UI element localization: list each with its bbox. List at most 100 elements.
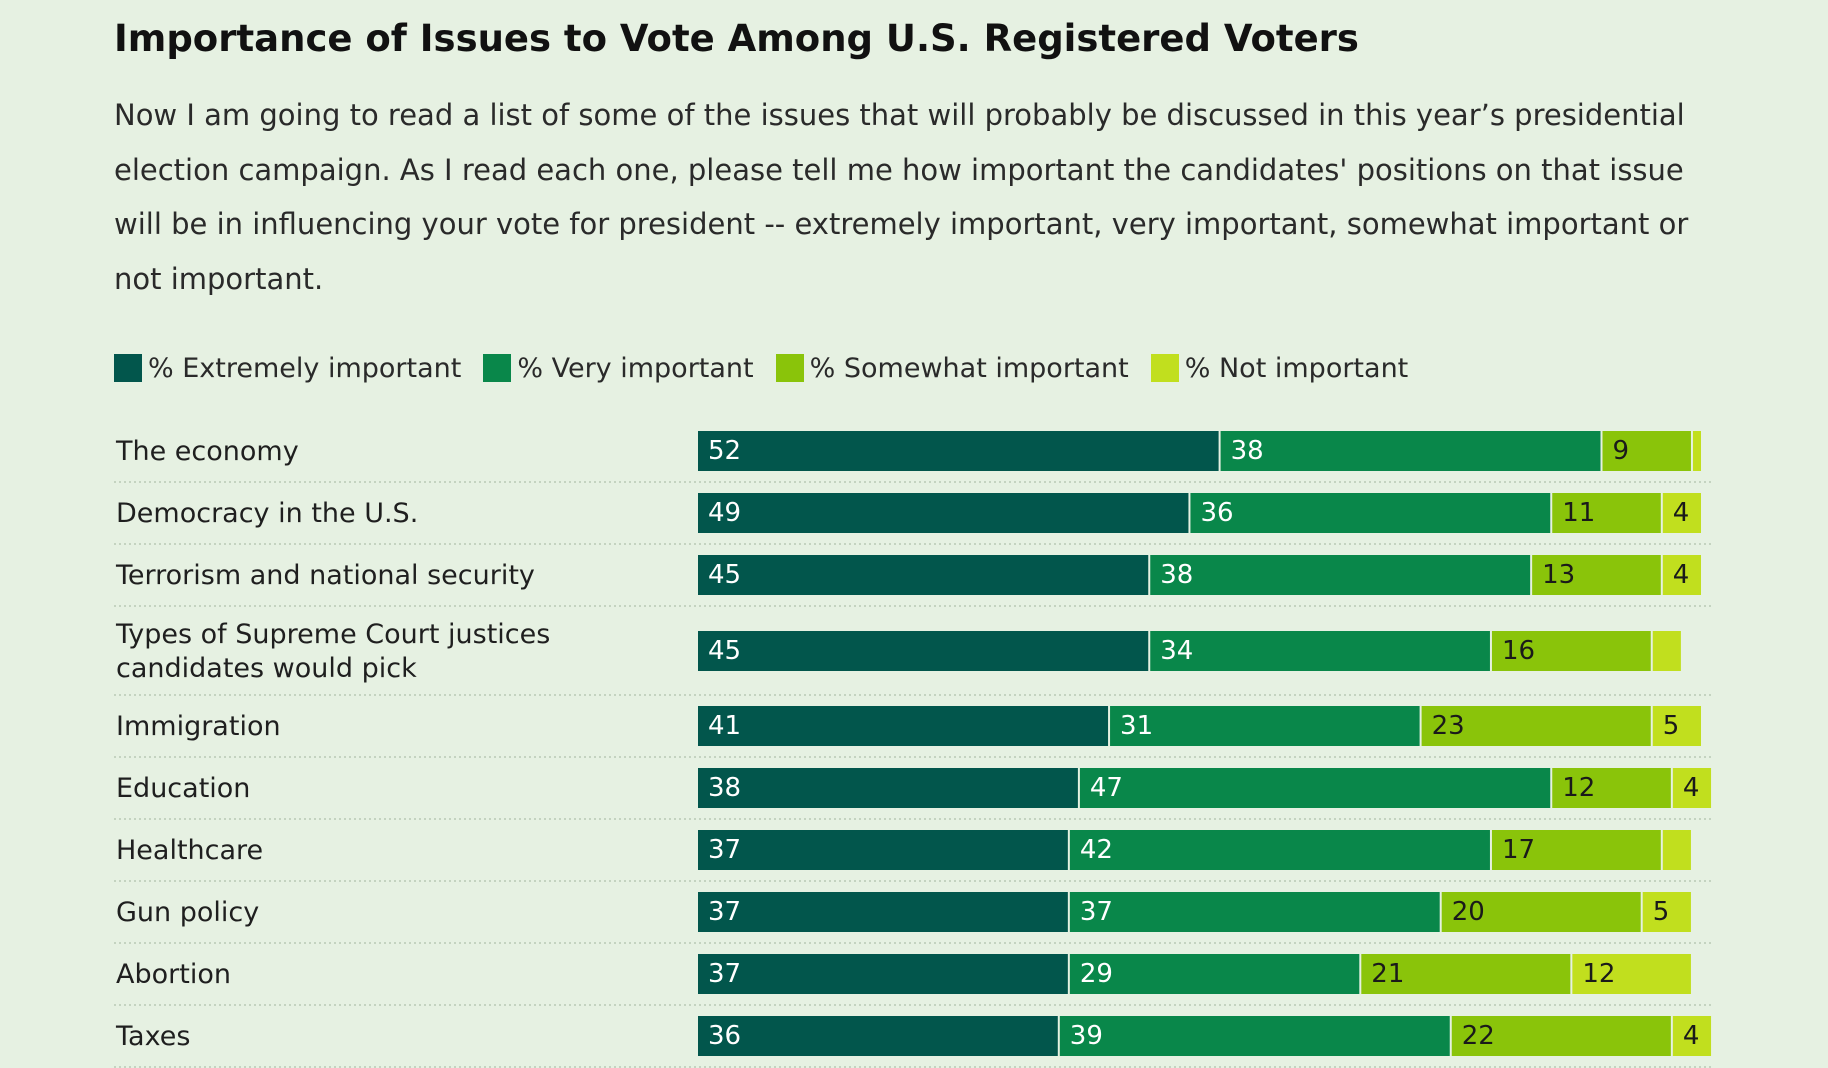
data-label-democracy-in-the-u-s-somewhat-important: 11 bbox=[1562, 498, 1595, 528]
bar-segment-education-very-important bbox=[1079, 768, 1551, 808]
legend-label-very: % Very important bbox=[517, 352, 754, 384]
data-label-gun-policy-not-important: 5 bbox=[1653, 897, 1670, 927]
legend-label-not: % Not important bbox=[1184, 352, 1409, 384]
data-label-types-of-supreme-court-justices-candidates-would-pick-extremely-important: 45 bbox=[708, 636, 741, 666]
bar-segment-gun-policy-not-important bbox=[1642, 892, 1691, 932]
data-label-immigration-not-important: 5 bbox=[1663, 711, 1680, 741]
data-label-education-very-important: 47 bbox=[1090, 773, 1123, 803]
category-label-terrorism-and-national-security: Terrorism and national security bbox=[115, 560, 535, 591]
data-label-abortion-very-important: 29 bbox=[1080, 959, 1113, 989]
legend-label-somewhat: % Somewhat important bbox=[809, 352, 1129, 384]
bar-segment-terrorism-and-national-security-extremely-important bbox=[698, 555, 1149, 595]
data-label-democracy-in-the-u-s-not-important: 4 bbox=[1673, 498, 1690, 528]
bar-segment-healthcare-somewhat-important bbox=[1491, 830, 1661, 870]
data-label-terrorism-and-national-security-extremely-important: 45 bbox=[708, 560, 741, 590]
bar-segment-the-economy-somewhat-important bbox=[1602, 431, 1691, 471]
legend-swatch-very bbox=[483, 354, 512, 382]
category-label-taxes: Taxes bbox=[115, 1021, 190, 1052]
legend-item-very: % Very important bbox=[483, 352, 754, 384]
bar-segment-immigration-extremely-important bbox=[698, 706, 1109, 746]
legend-swatch-somewhat bbox=[775, 354, 804, 382]
category-label-gun-policy: Gun policy bbox=[116, 897, 259, 928]
data-label-types-of-supreme-court-justices-candidates-would-pick-somewhat-important: 16 bbox=[1502, 636, 1535, 666]
bar-segment-immigration-very-important bbox=[1110, 706, 1420, 746]
data-label-the-economy-somewhat-important: 9 bbox=[1613, 436, 1630, 466]
bar-segment-types-of-supreme-court-justices-candidates-would-pick-extremely-important bbox=[698, 631, 1149, 671]
bar-segment-abortion-very-important bbox=[1069, 954, 1360, 994]
data-label-healthcare-extremely-important: 37 bbox=[708, 835, 741, 865]
data-label-abortion-somewhat-important: 21 bbox=[1371, 959, 1404, 989]
data-label-education-not-important: 4 bbox=[1683, 773, 1700, 803]
category-label-types-of-supreme-court-justices-candidates-would-pick: Types of Supreme Court justices candidate… bbox=[115, 619, 550, 684]
data-label-immigration-somewhat-important: 23 bbox=[1432, 711, 1465, 741]
data-label-immigration-extremely-important: 41 bbox=[708, 711, 741, 741]
category-label-education: Education bbox=[116, 773, 250, 804]
bar-segment-democracy-in-the-u-s-somewhat-important bbox=[1552, 493, 1661, 533]
chart-subtitle: Now I am going to read a list of some of… bbox=[114, 98, 1689, 296]
data-label-terrorism-and-national-security-very-important: 38 bbox=[1160, 560, 1193, 590]
bar-segment-education-not-important bbox=[1672, 768, 1712, 808]
category-label-abortion: Abortion bbox=[116, 959, 231, 990]
bar-segment-education-somewhat-important bbox=[1552, 768, 1671, 808]
bar-segment-abortion-not-important bbox=[1572, 954, 1691, 994]
bar-segment-taxes-not-important bbox=[1672, 1016, 1712, 1056]
data-label-taxes-not-important: 4 bbox=[1683, 1021, 1700, 1051]
data-label-types-of-supreme-court-justices-candidates-would-pick-very-important: 34 bbox=[1160, 636, 1193, 666]
bar-segment-taxes-somewhat-important bbox=[1451, 1016, 1671, 1056]
data-label-abortion-not-important: 12 bbox=[1582, 959, 1615, 989]
legend-item-extremely: % Extremely important bbox=[114, 353, 461, 384]
category-label-the-economy: The economy bbox=[115, 436, 299, 467]
bar-segment-healthcare-not-important bbox=[1662, 830, 1691, 870]
bar-segment-terrorism-and-national-security-very-important bbox=[1150, 555, 1531, 595]
bar-segment-terrorism-and-national-security-somewhat-important bbox=[1532, 555, 1661, 595]
data-label-gun-policy-very-important: 37 bbox=[1080, 897, 1113, 927]
data-label-taxes-very-important: 39 bbox=[1070, 1021, 1103, 1051]
category-label-democracy-in-the-u-s: Democracy in the U.S. bbox=[116, 498, 418, 529]
category-label-immigration: Immigration bbox=[116, 711, 281, 742]
data-label-taxes-somewhat-important: 22 bbox=[1462, 1021, 1495, 1051]
bar-segment-the-economy-extremely-important bbox=[698, 431, 1219, 471]
bar-segment-democracy-in-the-u-s-very-important bbox=[1190, 493, 1551, 533]
bar-segment-types-of-supreme-court-justices-candidates-would-pick-very-important bbox=[1150, 631, 1490, 671]
bar-segment-taxes-extremely-important bbox=[698, 1016, 1058, 1056]
legend-label-extremely: % Extremely important bbox=[148, 352, 462, 384]
data-label-taxes-extremely-important: 36 bbox=[708, 1021, 741, 1051]
bar-segment-types-of-supreme-court-justices-candidates-would-pick-somewhat-important bbox=[1491, 631, 1651, 671]
legend-item-somewhat: % Somewhat important bbox=[775, 352, 1129, 384]
bar-segment-abortion-extremely-important bbox=[698, 954, 1068, 994]
legend-item-not: % Not important bbox=[1150, 352, 1409, 384]
bar-segment-gun-policy-somewhat-important bbox=[1441, 892, 1641, 932]
data-label-gun-policy-somewhat-important: 20 bbox=[1452, 897, 1485, 927]
bar-segment-democracy-in-the-u-s-not-important bbox=[1662, 493, 1701, 533]
chart-title: Importance of Issues to Vote Among U.S. … bbox=[114, 17, 1359, 60]
data-label-education-extremely-important: 38 bbox=[708, 773, 741, 803]
bar-segment-education-extremely-important bbox=[698, 768, 1078, 808]
bar-segment-healthcare-very-important bbox=[1069, 830, 1490, 870]
data-label-democracy-in-the-u-s-extremely-important: 49 bbox=[708, 498, 741, 528]
data-label-education-somewhat-important: 12 bbox=[1562, 773, 1595, 803]
bar-segment-gun-policy-very-important bbox=[1069, 892, 1440, 932]
bar-segment-terrorism-and-national-security-not-important bbox=[1662, 555, 1701, 595]
bar-segment-abortion-somewhat-important bbox=[1361, 954, 1571, 994]
data-label-the-economy-extremely-important: 52 bbox=[708, 436, 741, 466]
legend-swatch-not bbox=[1150, 354, 1179, 382]
data-label-abortion-extremely-important: 37 bbox=[708, 959, 741, 989]
category-label-healthcare: Healthcare bbox=[116, 835, 263, 866]
bar-segment-gun-policy-extremely-important bbox=[698, 892, 1068, 932]
bar-segment-the-economy-very-important bbox=[1220, 431, 1601, 471]
bar-segment-taxes-very-important bbox=[1059, 1016, 1450, 1056]
bar-segment-immigration-somewhat-important bbox=[1421, 706, 1651, 746]
data-label-healthcare-very-important: 42 bbox=[1080, 835, 1113, 865]
bar-segment-immigration-not-important bbox=[1652, 706, 1701, 746]
data-label-the-economy-very-important: 38 bbox=[1231, 436, 1264, 466]
bar-segment-types-of-supreme-court-justices-candidates-would-pick-not-important bbox=[1652, 631, 1681, 671]
data-label-immigration-very-important: 31 bbox=[1120, 711, 1153, 741]
data-label-gun-policy-extremely-important: 37 bbox=[708, 897, 741, 927]
data-label-terrorism-and-national-security-somewhat-important: 13 bbox=[1542, 560, 1575, 590]
bar-segment-democracy-in-the-u-s-extremely-important bbox=[698, 493, 1189, 533]
data-label-terrorism-and-national-security-not-important: 4 bbox=[1673, 560, 1690, 590]
bar-segment-the-economy-not-important bbox=[1692, 431, 1701, 471]
data-label-democracy-in-the-u-s-very-important: 36 bbox=[1200, 498, 1233, 528]
legend-swatch-extremely bbox=[114, 354, 142, 382]
